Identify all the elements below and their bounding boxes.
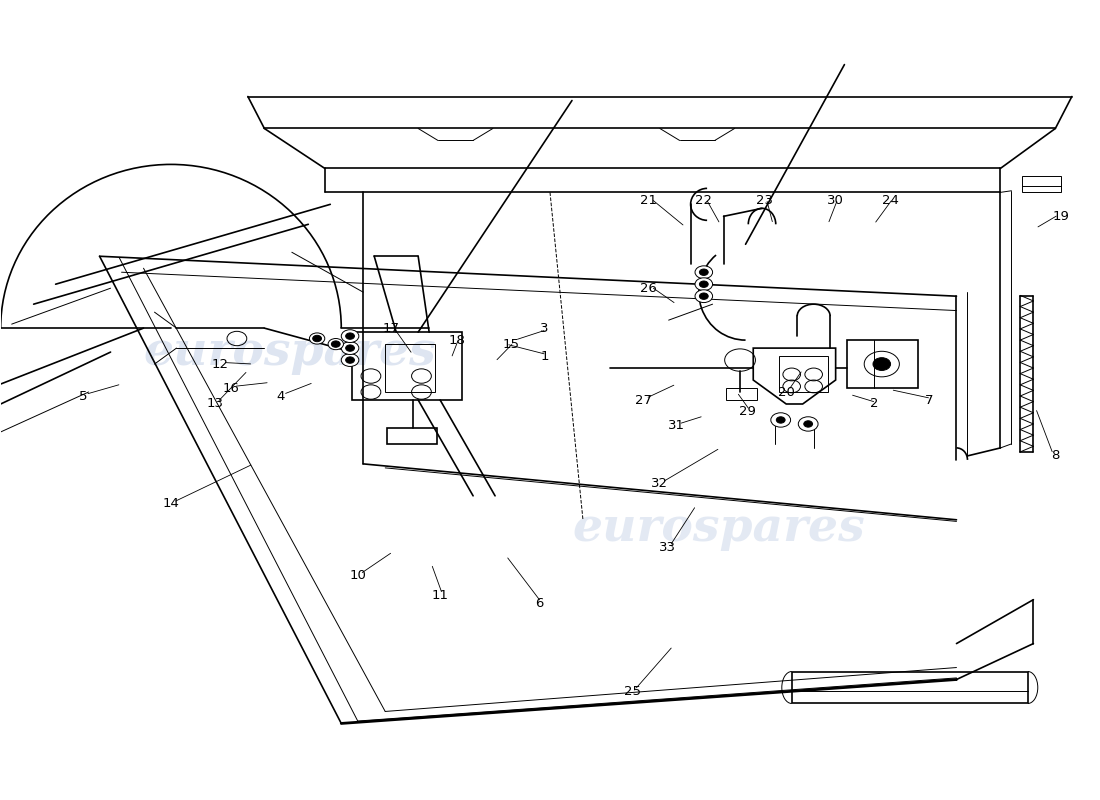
Text: 8: 8 [1052,450,1059,462]
Text: 30: 30 [827,194,844,207]
Circle shape [341,330,359,342]
Text: 10: 10 [350,569,366,582]
Text: 5: 5 [79,390,87,402]
Text: 14: 14 [163,498,179,510]
Circle shape [799,417,818,431]
Text: 26: 26 [640,282,658,294]
Circle shape [345,333,354,339]
Circle shape [700,281,708,287]
Circle shape [695,278,713,290]
Text: 7: 7 [925,394,933,406]
Circle shape [873,358,891,370]
Text: 17: 17 [382,322,399,334]
Text: 21: 21 [640,194,658,207]
Circle shape [331,341,340,347]
Circle shape [328,338,343,350]
Circle shape [695,266,713,278]
Circle shape [341,342,359,354]
Bar [847,340,918,388]
Circle shape [777,417,785,423]
Bar [352,332,462,400]
Bar [792,671,1027,703]
Text: 20: 20 [778,386,794,398]
Text: 25: 25 [624,685,641,698]
Text: 1: 1 [540,350,549,362]
Text: 22: 22 [695,194,713,207]
Text: 29: 29 [739,406,756,418]
Text: 12: 12 [212,358,229,370]
Circle shape [312,335,321,342]
Circle shape [695,290,713,302]
Text: 16: 16 [223,382,240,394]
Text: 6: 6 [535,597,543,610]
Text: 18: 18 [448,334,465,346]
Text: 11: 11 [431,589,449,602]
Text: eurospares: eurospares [572,505,865,550]
Text: 3: 3 [540,322,549,334]
Circle shape [341,354,359,366]
Text: 32: 32 [651,478,669,490]
Text: 19: 19 [1053,210,1069,223]
Circle shape [804,421,813,427]
Bar [726,388,757,400]
Circle shape [345,357,354,363]
Circle shape [345,345,354,351]
Text: 4: 4 [277,390,285,402]
Bar [387,428,437,444]
Text: 31: 31 [668,419,685,432]
Bar [779,356,828,392]
Bar [1022,176,1060,192]
Text: 33: 33 [659,542,676,554]
Bar [385,344,435,392]
Text: 13: 13 [207,398,223,410]
Text: 23: 23 [756,194,772,207]
Text: 24: 24 [882,194,899,207]
Text: 15: 15 [503,338,520,350]
Text: 27: 27 [635,394,652,406]
Text: eurospares: eurospares [143,329,437,375]
Text: 2: 2 [870,398,878,410]
Circle shape [309,333,324,344]
Circle shape [700,293,708,299]
Circle shape [700,269,708,275]
Circle shape [771,413,791,427]
